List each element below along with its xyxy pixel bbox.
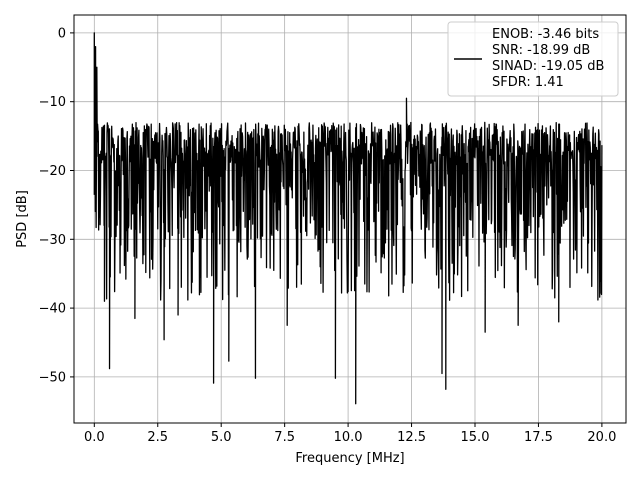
y-tick-label: 0 xyxy=(58,26,66,41)
x-tick-label: 20.0 xyxy=(587,430,616,445)
y-tick-label: −40 xyxy=(39,302,66,317)
y-axis-label: PSD [dB] xyxy=(15,190,30,248)
plot-area-frame xyxy=(73,14,627,424)
x-tick-label: 12.5 xyxy=(397,430,426,445)
y-axis-ticks: 0 −10 −20 −30 −40 −50 xyxy=(39,26,74,385)
y-tick-label: −50 xyxy=(39,370,66,385)
legend-entry-enob: ENOB: -3.46 bits xyxy=(492,27,599,42)
legend-box xyxy=(447,21,619,97)
x-tick-label: 5.0 xyxy=(211,430,232,445)
y-tick-label: −30 xyxy=(39,233,66,248)
y-tick-label: −20 xyxy=(39,164,66,179)
x-tick-label: 15.0 xyxy=(461,430,490,445)
legend-entry-snr: SNR: -18.99 dB xyxy=(492,43,590,58)
x-axis-label: Frequency [MHz] xyxy=(295,451,404,466)
x-tick-label: 17.5 xyxy=(524,430,553,445)
x-tick-label: 7.5 xyxy=(274,430,295,445)
x-tick-label: 0.0 xyxy=(84,430,105,445)
x-axis-ticks: 0.0 2.5 5.0 7.5 10.0 12.5 15.0 17.5 20.0 xyxy=(84,423,616,445)
legend-entry-sfdr: SFDR: 1.41 xyxy=(492,75,564,90)
psd-trace xyxy=(93,32,603,405)
legend-entry-sinad: SINAD: -19.05 dB xyxy=(492,59,604,74)
x-tick-label: 2.5 xyxy=(147,430,168,445)
psd-series-line xyxy=(93,32,603,405)
y-tick-label: −10 xyxy=(39,95,66,110)
legend: ENOB: -3.46 bits SNR: -18.99 dB SINAD: -… xyxy=(447,21,619,97)
x-tick-label: 10.0 xyxy=(334,430,363,445)
